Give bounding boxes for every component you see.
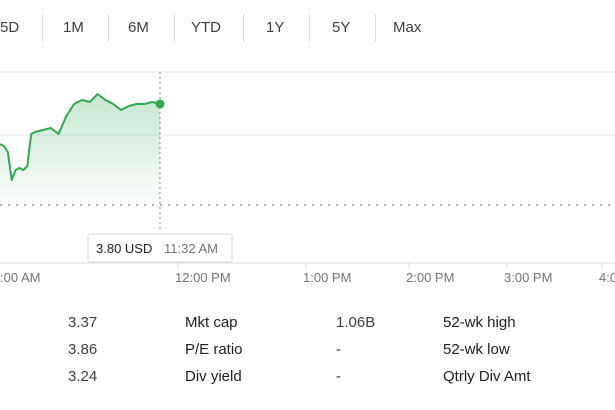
- price-chart[interactable]: :00 AM 12:00 PM 1:00 PM 2:00 PM 3:00 PM 4:00 …: [0, 56, 615, 290]
- tooltip-box: [87, 233, 233, 263]
- range-tab-ytd[interactable]: YTD: [191, 19, 221, 36]
- price-chart-svg: :00 AM 12:00 PM 1:00 PM 2:00 PM 3:00 PM 4:00 …: [0, 71, 615, 285]
- stat-label-mkt-cap: Mkt cap: [185, 314, 238, 331]
- stat-label-qtrly-div-amt: Qtrly Div Amt: [443, 368, 531, 385]
- tooltip-price: 3.80 USD: [96, 241, 152, 256]
- stat-value-mkt-cap: 1.06B: [336, 314, 376, 331]
- range-divider: [174, 14, 175, 42]
- stat-label-pe-ratio: P/E ratio: [185, 341, 243, 358]
- range-tab-5y[interactable]: 5Y: [332, 19, 351, 36]
- range-selector: 5D 1M 6M YTD 1Y 5Y Max: [0, 0, 615, 56]
- stat-value: 3.37: [68, 314, 98, 331]
- range-tab-5d[interactable]: 5D: [0, 19, 20, 36]
- tooltip-time: 11:32 AM: [164, 241, 218, 256]
- range-tab-1m[interactable]: 1M: [63, 19, 84, 36]
- price-area-fill: [0, 94, 160, 205]
- price-tooltip: 3.80 USD 11:32 AM: [87, 233, 233, 263]
- range-tab-6m[interactable]: 6M: [128, 19, 149, 36]
- stat-label-52wk-high: 52-wk high: [443, 314, 516, 331]
- stat-value-div-yield: -: [336, 368, 341, 385]
- range-tab-1y[interactable]: 1Y: [266, 19, 285, 36]
- x-tick-label: 3:00 PM: [504, 270, 552, 285]
- x-tick-label: :00 AM: [0, 270, 40, 285]
- range-divider: [42, 14, 43, 42]
- x-axis-ticks: :00 AM 12:00 PM 1:00 PM 2:00 PM 3:00 PM 4:00 …: [0, 263, 615, 285]
- range-divider: [375, 14, 376, 42]
- current-price-dot: [155, 99, 165, 109]
- x-tick-label: 4:00 PM: [599, 270, 615, 285]
- range-divider: [108, 14, 109, 42]
- stat-value: 3.24: [68, 368, 98, 385]
- range-tab-max[interactable]: Max: [393, 19, 422, 36]
- x-tick-label: 1:00 PM: [303, 270, 351, 285]
- price-line: [0, 93, 161, 181]
- range-divider: [243, 14, 244, 42]
- range-divider: [309, 14, 310, 42]
- stat-value-pe-ratio: -: [336, 341, 341, 358]
- stat-value: 3.86: [68, 341, 98, 358]
- x-tick-label: 12:00 PM: [175, 270, 231, 285]
- stat-label-52wk-low: 52-wk low: [443, 341, 510, 358]
- key-stats: 3.37 3.86 3.24 Mkt cap P/E ratio Div yie…: [0, 300, 615, 410]
- x-tick-label: 2:00 PM: [406, 270, 454, 285]
- stat-label-div-yield: Div yield: [185, 368, 242, 385]
